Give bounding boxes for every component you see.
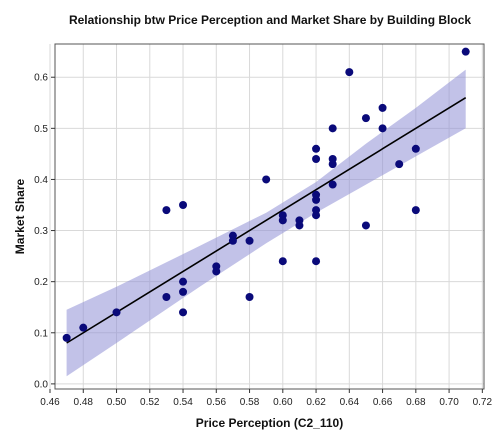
- data-point: [312, 211, 321, 220]
- x-tick-label: 0.60: [273, 397, 293, 408]
- data-point: [345, 68, 354, 77]
- data-point: [112, 308, 121, 317]
- y-tick-label: 0.4: [34, 175, 48, 186]
- data-point: [179, 287, 188, 296]
- data-point: [228, 236, 237, 245]
- x-tick-label: 0.54: [173, 397, 193, 408]
- x-tick-label: 0.68: [406, 397, 426, 408]
- axis-layer: 0.46 0.48 0.50 0.52 0.54 0.56 0.58 0.60 0.62 0.64…: [34, 73, 492, 408]
- data-point: [179, 277, 188, 286]
- y-axis-label: Market Share: [13, 178, 27, 254]
- data-point: [411, 206, 420, 215]
- y-tick-label: 0.3: [34, 226, 48, 237]
- data-point: [328, 180, 337, 189]
- y-tick-label: 0.0: [34, 379, 48, 390]
- data-point: [278, 257, 287, 266]
- data-point: [312, 195, 321, 204]
- data-point: [361, 221, 370, 230]
- data-point: [62, 333, 71, 342]
- data-point: [312, 155, 321, 163]
- data-point: [361, 114, 370, 123]
- x-tick-label: 0.56: [207, 397, 227, 408]
- data-point: [461, 47, 470, 56]
- x-tick-label: 0.48: [74, 397, 94, 408]
- data-point: [162, 293, 171, 301]
- x-tick-label: 0.66: [373, 397, 393, 408]
- x-tick-label: 0.52: [140, 397, 160, 408]
- data-point: [312, 144, 321, 153]
- y-tick-label: 0.5: [34, 124, 48, 135]
- x-tick-label: 0.72: [473, 397, 493, 408]
- y-tick-label: 0.1: [34, 328, 48, 339]
- chart-title: Relationship btw Price Perception and Ma…: [69, 13, 471, 27]
- data-point: [295, 221, 304, 230]
- data-point: [278, 216, 287, 225]
- data-point: [328, 124, 337, 133]
- x-tick-label: 0.64: [340, 397, 360, 408]
- y-tick-label: 0.2: [34, 277, 48, 288]
- data-point: [411, 144, 420, 153]
- data-point: [378, 124, 387, 133]
- data-point: [312, 257, 321, 266]
- x-tick-label: 0.50: [107, 397, 127, 408]
- y-tick-label: 0.6: [34, 73, 48, 84]
- plot-frame: [54, 43, 485, 390]
- data-point: [395, 160, 404, 169]
- data-point: [162, 206, 171, 215]
- data-point: [179, 201, 188, 209]
- x-tick-label: 0.58: [240, 397, 260, 408]
- data-point: [378, 103, 387, 112]
- regression-line-layer: [66, 96, 467, 344]
- data-point: [79, 323, 88, 332]
- data-point: [179, 308, 188, 317]
- regression-line: [66, 96, 467, 344]
- points-layer: [62, 47, 470, 342]
- data-point: [262, 175, 271, 184]
- x-tick-label: 0.70: [439, 397, 459, 408]
- data-point: [245, 236, 254, 245]
- x-tick-label: 0.62: [306, 397, 326, 408]
- x-tick-label: 0.46: [40, 397, 60, 408]
- data-point: [212, 267, 221, 276]
- x-axis-label: Price Perception (C2_110): [196, 416, 343, 430]
- data-point: [328, 160, 337, 169]
- data-point: [245, 293, 254, 301]
